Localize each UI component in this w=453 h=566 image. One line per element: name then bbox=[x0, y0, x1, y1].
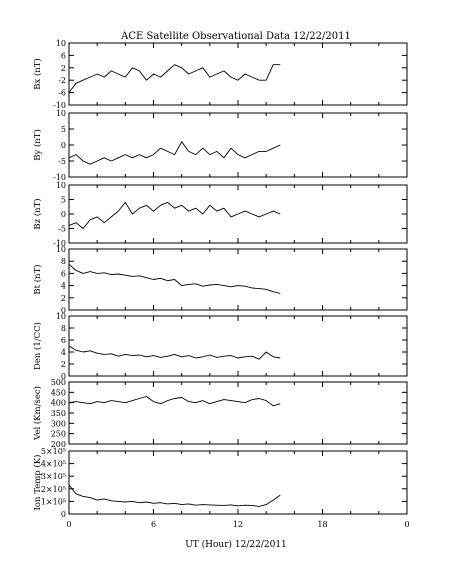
y-tick-label: 0 bbox=[61, 306, 66, 315]
y-tick-label: 10 bbox=[56, 39, 66, 48]
y-axis-label: Bt (nT) bbox=[32, 264, 43, 294]
y-tick-label: -10 bbox=[53, 101, 66, 110]
y-tick-label: 2 bbox=[61, 64, 66, 73]
y-axis-label: Vel (Km/sec) bbox=[32, 386, 43, 441]
series-line bbox=[68, 484, 281, 507]
series-line bbox=[68, 141, 281, 165]
y-axis-label: Bz (nT) bbox=[32, 198, 43, 229]
panel-ion-temp: 5×10⁵ 4×10⁵ 3×10⁵ 2×10⁵ 1×10⁵ 0 Ion Temp (K) bbox=[32, 447, 408, 519]
y-tick-label: 2 bbox=[61, 294, 66, 303]
x-tick-label: 0 bbox=[404, 520, 409, 529]
panel-frame bbox=[68, 315, 408, 377]
x-axis-label: UT (Hour) 12/22/2011 bbox=[185, 539, 287, 550]
y-tick-label: 400 bbox=[51, 399, 66, 408]
y-tick-label: 10 bbox=[56, 312, 66, 321]
y-tick-label: 2×10⁵ bbox=[41, 485, 66, 494]
y-tick-label: 450 bbox=[51, 388, 66, 397]
panel-frame bbox=[68, 248, 408, 311]
panel-frame bbox=[68, 42, 408, 106]
series-line bbox=[68, 263, 281, 294]
y-tick-label: -5 bbox=[58, 225, 66, 234]
y-tick-label: 10 bbox=[56, 181, 66, 190]
panel-bz: 10 5 0 -5 -10 Bz (nT) bbox=[32, 181, 408, 248]
panel-frame bbox=[68, 112, 408, 178]
y-tick-label: 0 bbox=[61, 210, 66, 219]
y-tick-label: 4 bbox=[61, 282, 66, 291]
series-line bbox=[68, 201, 281, 229]
y-tick-label: 500 bbox=[51, 378, 66, 387]
y-tick-label: 4 bbox=[61, 348, 66, 357]
y-tick-label: 10 bbox=[56, 245, 66, 254]
y-tick-label: 2 bbox=[61, 360, 66, 369]
y-tick-label: 8 bbox=[61, 324, 66, 333]
x-tick-label: 12 bbox=[233, 520, 243, 529]
panel-den: 10 8 6 4 2 0 Den (1/CC) bbox=[32, 312, 408, 381]
x-tick-label: 6 bbox=[151, 520, 156, 529]
y-tick-label: 5×10⁵ bbox=[41, 447, 66, 456]
series-line bbox=[68, 345, 281, 360]
series-line bbox=[68, 64, 281, 93]
panel-by: 10 5 0 -5 -10 By (nT) bbox=[32, 109, 408, 182]
y-tick-label: 5 bbox=[61, 196, 66, 205]
y-axis-label: Ion Temp (K) bbox=[32, 455, 43, 511]
y-axis-label: Den (1/CC) bbox=[32, 322, 43, 370]
series-line bbox=[68, 396, 281, 407]
chart-title: ACE Satellite Observational Data 12/22/2… bbox=[120, 31, 351, 42]
y-tick-label: 6 bbox=[61, 51, 66, 60]
y-tick-label: 350 bbox=[51, 409, 66, 418]
panel-bx: 10 6 2 -2 -6 -10 Bx (nT) bbox=[32, 39, 408, 110]
y-tick-label: 4×10⁵ bbox=[41, 460, 66, 469]
y-tick-label: 1×10⁵ bbox=[41, 497, 66, 506]
y-tick-label: 5 bbox=[61, 125, 66, 134]
y-tick-label: 0 bbox=[61, 372, 66, 381]
y-axis-label: Bx (nT) bbox=[32, 58, 43, 90]
y-tick-label: -6 bbox=[58, 89, 66, 98]
y-tick-label: 0 bbox=[61, 510, 66, 519]
y-tick-label: 6 bbox=[61, 336, 66, 345]
y-tick-label: -5 bbox=[58, 157, 66, 166]
panels-group: 10 6 2 -2 -6 -10 Bx (nT) 10 5 0 -5 -10 By (nT) 10 5 0 -5… bbox=[32, 39, 408, 519]
x-tick-label: 0 bbox=[66, 520, 71, 529]
y-tick-label: 3×10⁵ bbox=[41, 472, 66, 481]
y-tick-label: -10 bbox=[53, 239, 66, 248]
x-tick-label: 18 bbox=[317, 520, 327, 529]
y-tick-label: -10 bbox=[53, 173, 66, 182]
y-tick-label: 10 bbox=[56, 109, 66, 118]
panel-frame bbox=[68, 450, 408, 515]
panel-bt: 10 8 6 4 2 0 Bt (nT) bbox=[32, 245, 408, 315]
y-axis-label: By (nT) bbox=[32, 129, 43, 161]
y-tick-label: 8 bbox=[61, 257, 66, 266]
y-tick-label: 250 bbox=[51, 430, 66, 439]
y-tick-label: 0 bbox=[61, 141, 66, 150]
y-tick-label: 6 bbox=[61, 269, 66, 278]
x-axis: 0 6 12 18 0 bbox=[66, 520, 409, 529]
y-tick-label: -2 bbox=[58, 76, 66, 85]
panel-frame bbox=[68, 381, 408, 445]
y-tick-label: 300 bbox=[51, 419, 66, 428]
y-tick-label: 200 bbox=[51, 440, 66, 449]
